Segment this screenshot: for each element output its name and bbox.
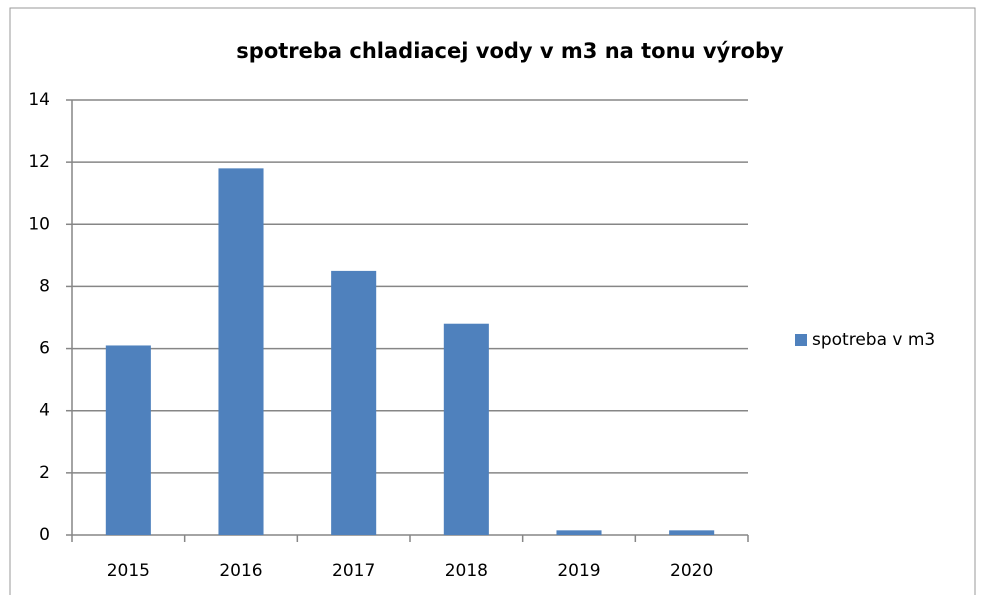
x-tick-label: 2015 bbox=[107, 561, 150, 581]
x-tick-label: 2018 bbox=[445, 561, 488, 581]
bar bbox=[218, 168, 264, 535]
y-tick-label: 6 bbox=[39, 339, 50, 359]
bar bbox=[443, 323, 489, 535]
y-tick-label: 8 bbox=[39, 276, 50, 296]
x-tick-label: 2016 bbox=[219, 561, 262, 581]
legend-label: spotreba v m3 bbox=[812, 330, 935, 350]
chart-frame bbox=[9, 7, 976, 595]
bar bbox=[105, 345, 151, 535]
y-tick-label: 12 bbox=[28, 152, 50, 172]
chart-title: spotreba chladiacej vody v m3 na tonu vý… bbox=[236, 39, 784, 63]
y-tick-label: 10 bbox=[28, 214, 50, 234]
bar bbox=[669, 530, 715, 535]
x-tick-label: 2017 bbox=[332, 561, 375, 581]
x-tick-label: 2019 bbox=[557, 561, 600, 581]
y-tick-label: 14 bbox=[28, 90, 50, 110]
legend-swatch bbox=[795, 334, 807, 346]
x-tick-label: 2020 bbox=[670, 561, 713, 581]
bar bbox=[556, 530, 602, 535]
y-tick-label: 0 bbox=[39, 525, 50, 545]
y-tick-label: 4 bbox=[39, 401, 50, 421]
bar bbox=[331, 270, 377, 535]
y-tick-label: 2 bbox=[39, 463, 50, 483]
